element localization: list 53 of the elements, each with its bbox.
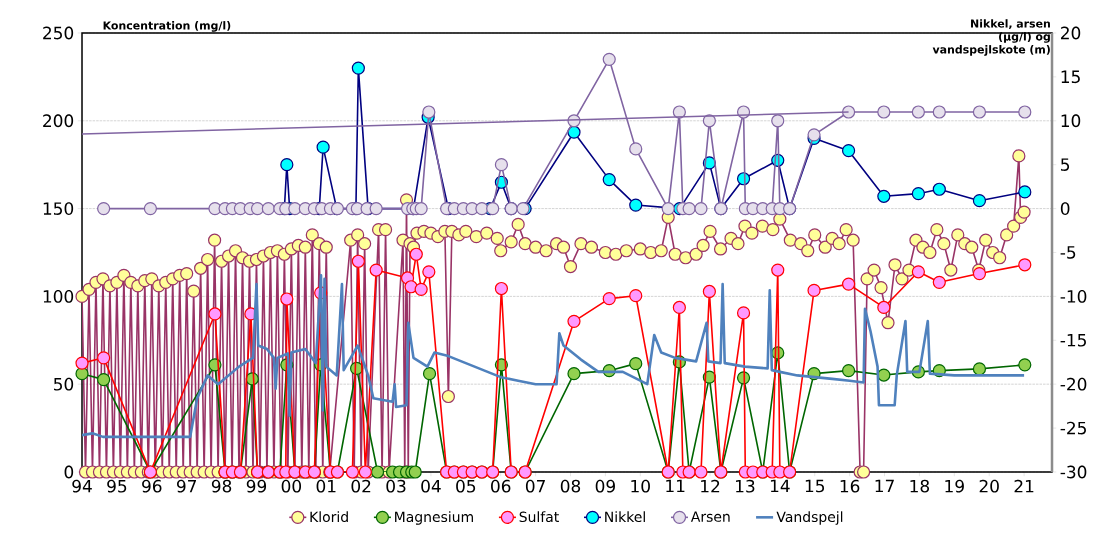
legend-label: Nikkel	[605, 511, 645, 523]
legend-label: Vandspejl	[776, 511, 843, 525]
y2-tick-label: -10	[1060, 289, 1087, 303]
y-tick-label: 100	[43, 289, 74, 303]
x-tick-label: 08	[560, 479, 581, 493]
y2-tick-label: 20	[1061, 26, 1081, 40]
y-tick-label: 0	[64, 465, 74, 479]
y2-tick-label: -30	[1060, 465, 1087, 479]
y-tick-label: 50	[54, 377, 74, 391]
y2-tick-label: 5	[1061, 158, 1070, 171]
y2-tick-label: -25	[1060, 421, 1086, 435]
x-tick-label: 14	[770, 479, 790, 493]
y-tick-label: 150	[43, 202, 74, 215]
x-tick-label: 21	[1014, 479, 1034, 493]
x-tick-label: 04	[421, 479, 441, 493]
y2-tick-label: -20	[1060, 377, 1087, 391]
x-tick-label: 12	[701, 479, 720, 493]
x-tick-label: 96	[142, 479, 162, 493]
x-tick-label: 11	[666, 479, 685, 493]
x-tick-label: 09	[595, 479, 615, 493]
x-tick-label: 03	[386, 479, 406, 493]
legend-label: Magnesium	[395, 511, 473, 525]
x-tick-label: 01	[316, 479, 336, 493]
x-tick-label: 19	[945, 479, 964, 493]
x-tick-label: 10	[631, 479, 650, 493]
y2-tick-label: 0	[1060, 202, 1070, 215]
x-tick-label: 02	[351, 479, 371, 493]
legend-label: Arsen	[690, 511, 730, 522]
x-tick-label: 07	[525, 479, 545, 493]
x-tick-label: 95	[107, 479, 127, 493]
y2-tick-label: 10	[1061, 114, 1081, 128]
x-tick-label: 94	[72, 479, 92, 493]
x-tick-label: 18	[910, 479, 930, 493]
x-tick-label: 99	[246, 479, 267, 493]
x-tick-label: 17	[875, 479, 894, 493]
y2-axis-title: Nikkel, arsen (µg/l) og vandspejlskote (m)	[932, 19, 1050, 56]
x-tick-label: 16	[840, 479, 860, 493]
x-tick-label: 06	[491, 479, 511, 493]
y-tick-label: 200	[43, 114, 74, 128]
x-tick-label: 20	[979, 479, 999, 493]
y2-tick-label: 15	[1061, 70, 1080, 84]
x-tick-label: 00	[281, 479, 302, 493]
y-tick-label: 250	[43, 26, 74, 40]
y2-tick-label: -5	[1060, 246, 1076, 259]
x-tick-label: 05	[456, 479, 476, 493]
y-axis-title: Koncentration (mg/l)	[103, 21, 231, 32]
x-tick-label: 97	[176, 479, 197, 493]
legend-label: Klorid	[310, 511, 348, 523]
x-tick-label: 98	[211, 479, 232, 493]
x-tick-label: 13	[736, 479, 755, 493]
x-tick-label: 15	[805, 479, 825, 493]
legend-label: Sulfat	[519, 511, 559, 523]
y2-tick-label: -15	[1060, 333, 1086, 347]
